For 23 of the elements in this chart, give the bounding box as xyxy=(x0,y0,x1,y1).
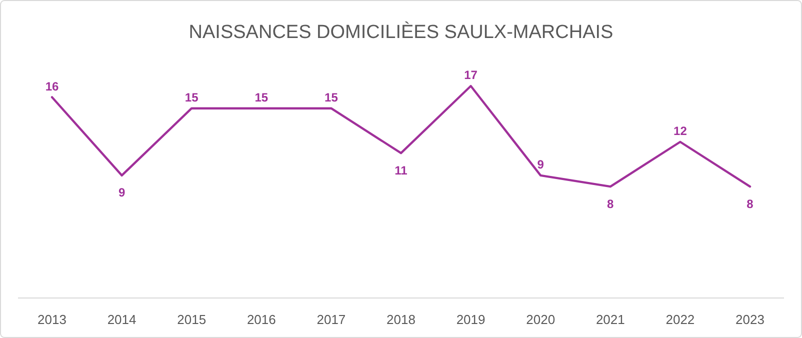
data-label: 15 xyxy=(324,90,338,105)
chart-title: NAISSANCES DOMICILIÈES SAULX-MARCHAIS xyxy=(188,21,614,43)
x-tick-label: 2014 xyxy=(107,312,136,327)
x-tick-label: 2015 xyxy=(177,312,206,327)
data-label: 17 xyxy=(464,68,478,82)
x-tick-label: 2021 xyxy=(596,312,625,327)
data-label: 11 xyxy=(394,163,408,178)
x-tick-label: 2022 xyxy=(666,312,695,327)
x-tick-label: 2017 xyxy=(316,312,346,327)
x-tick-label: 2018 xyxy=(386,312,416,327)
data-label: 9 xyxy=(118,186,126,200)
data-label: 9 xyxy=(537,158,544,172)
data-label: 15 xyxy=(254,90,268,105)
data-label: 8 xyxy=(607,196,614,211)
data-label: 12 xyxy=(674,124,688,138)
data-label: 8 xyxy=(746,196,754,211)
x-tick-label: 2023 xyxy=(736,312,764,327)
x-tick-label: 2016 xyxy=(246,312,276,327)
data-label: 15 xyxy=(184,90,199,105)
x-tick-label: 2019 xyxy=(456,312,486,327)
data-label: 16 xyxy=(45,79,59,94)
x-tick-label: 2013 xyxy=(38,312,66,327)
x-tick-label: 2020 xyxy=(526,312,556,327)
